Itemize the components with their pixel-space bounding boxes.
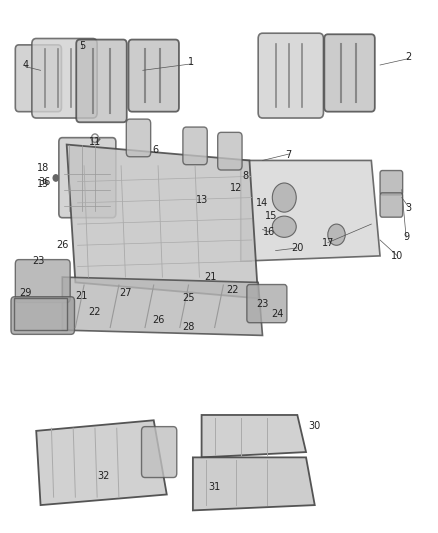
Text: 5: 5: [79, 42, 85, 52]
FancyBboxPatch shape: [126, 119, 151, 157]
FancyBboxPatch shape: [380, 171, 403, 195]
FancyBboxPatch shape: [258, 33, 323, 118]
Text: 23: 23: [256, 298, 268, 309]
Text: 14: 14: [256, 198, 268, 208]
Text: 9: 9: [403, 232, 409, 243]
Text: 32: 32: [98, 471, 110, 481]
Polygon shape: [67, 144, 258, 298]
Text: 19: 19: [37, 179, 49, 189]
Text: 2: 2: [405, 52, 411, 62]
FancyBboxPatch shape: [59, 138, 116, 217]
Polygon shape: [62, 277, 262, 335]
FancyBboxPatch shape: [247, 285, 287, 322]
Text: 30: 30: [309, 421, 321, 431]
FancyBboxPatch shape: [15, 45, 61, 112]
Text: 13: 13: [195, 195, 208, 205]
Text: 8: 8: [242, 172, 248, 181]
FancyBboxPatch shape: [218, 132, 242, 170]
Text: 22: 22: [226, 285, 238, 295]
Text: 3: 3: [405, 203, 411, 213]
Text: 4: 4: [22, 60, 28, 70]
FancyBboxPatch shape: [32, 38, 97, 118]
Text: 23: 23: [32, 256, 45, 266]
FancyBboxPatch shape: [324, 34, 375, 112]
Text: 27: 27: [119, 288, 132, 298]
Text: 16: 16: [263, 227, 275, 237]
Text: 6: 6: [153, 145, 159, 155]
Text: 29: 29: [19, 288, 32, 298]
Polygon shape: [36, 420, 167, 505]
Polygon shape: [241, 160, 380, 261]
Text: 21: 21: [76, 290, 88, 301]
Text: 12: 12: [230, 183, 243, 193]
FancyBboxPatch shape: [380, 193, 403, 217]
Ellipse shape: [272, 216, 296, 237]
Text: 1: 1: [187, 58, 194, 67]
Text: 25: 25: [182, 293, 195, 303]
Circle shape: [53, 175, 58, 181]
Text: 26: 26: [152, 314, 164, 325]
Text: 28: 28: [182, 322, 195, 333]
FancyBboxPatch shape: [141, 426, 177, 478]
Text: 22: 22: [89, 306, 101, 317]
Text: 36: 36: [39, 176, 51, 187]
Text: 18: 18: [37, 164, 49, 173]
Text: 17: 17: [321, 238, 334, 248]
Text: 7: 7: [286, 150, 292, 160]
Text: 11: 11: [89, 137, 101, 147]
Text: 10: 10: [391, 251, 403, 261]
Text: 26: 26: [56, 240, 68, 251]
Polygon shape: [193, 457, 315, 511]
Polygon shape: [14, 298, 67, 330]
Text: 24: 24: [272, 309, 284, 319]
FancyBboxPatch shape: [11, 297, 74, 334]
Text: 20: 20: [291, 243, 304, 253]
Text: 15: 15: [265, 211, 277, 221]
Polygon shape: [201, 415, 306, 457]
FancyBboxPatch shape: [183, 127, 207, 165]
Text: 31: 31: [208, 481, 221, 491]
FancyBboxPatch shape: [128, 39, 179, 112]
Ellipse shape: [328, 224, 345, 245]
Ellipse shape: [272, 183, 296, 212]
Text: 21: 21: [204, 272, 216, 282]
FancyBboxPatch shape: [76, 39, 127, 122]
FancyBboxPatch shape: [15, 260, 70, 303]
